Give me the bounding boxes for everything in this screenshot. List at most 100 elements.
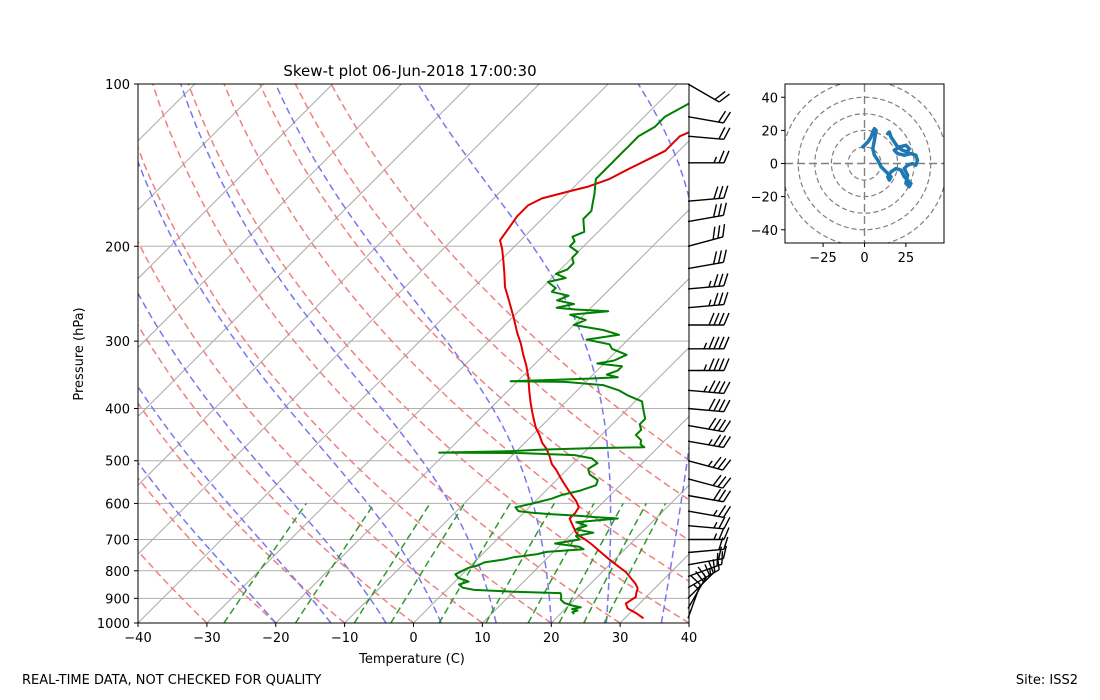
wind-barb-flag xyxy=(713,398,721,412)
wind-barb-half xyxy=(713,156,718,164)
mixing-ratio-line xyxy=(603,503,667,623)
isotherm-line xyxy=(0,84,57,623)
y-tick-label: 100 xyxy=(105,78,130,93)
wind-barb xyxy=(688,336,730,350)
wind-barb-flag xyxy=(712,456,722,468)
chart-title: Skew-t plot 06-Jun-2018 17:00:30 xyxy=(283,62,536,80)
wind-barb-flag xyxy=(708,417,717,430)
mixing-ratio-line xyxy=(485,503,555,623)
wind-barb xyxy=(687,398,731,413)
moist-adiabat xyxy=(274,84,553,623)
dry-adiabat xyxy=(138,549,208,623)
isotherm-line xyxy=(138,84,678,623)
wind-barb-flag xyxy=(713,358,720,371)
isotherm-line xyxy=(138,84,333,280)
site-label: Site: ISS2 xyxy=(1015,673,1078,688)
wind-barb-staff xyxy=(687,510,724,519)
moist-adiabat xyxy=(180,84,497,623)
wind-barb xyxy=(687,488,732,503)
wind-barb-staff xyxy=(687,460,723,471)
y-tick-label: 300 xyxy=(105,335,130,350)
wind-barb-half xyxy=(713,509,718,516)
wind-barb-flag xyxy=(713,336,720,350)
mixing-ratio-line xyxy=(527,503,595,623)
wind-barb-flag xyxy=(723,273,729,286)
y-tick-label: 700 xyxy=(105,534,130,549)
wind-barb xyxy=(687,127,731,141)
wind-barb-staff xyxy=(687,116,724,124)
wind-barb-flag xyxy=(690,575,701,585)
wind-barb xyxy=(687,380,731,395)
wind-barb-flag xyxy=(723,536,729,550)
wind-barb-staff xyxy=(687,214,724,223)
wind-barb-flag xyxy=(704,564,711,577)
isotherm-line xyxy=(619,553,689,623)
x-tick-label: −10 xyxy=(331,631,358,646)
wind-barb-flag xyxy=(713,418,722,431)
x-tick-label: 20 xyxy=(543,631,560,646)
wind-barb-flag xyxy=(717,546,723,560)
mixing-ratio-line xyxy=(558,503,624,623)
wind-barb-staff xyxy=(687,389,724,395)
wind-barb-flag xyxy=(718,381,726,394)
wind-barb-flag xyxy=(722,477,732,489)
isotherm-line xyxy=(550,484,689,623)
wind-barb-staff xyxy=(687,424,724,433)
x-tick-label: −30 xyxy=(193,631,220,646)
wind-barb-flag xyxy=(714,91,726,101)
wind-barb-flag xyxy=(723,336,730,350)
wind-barb-flag xyxy=(722,202,727,216)
wind-barb-staff xyxy=(687,261,724,270)
wind-barb xyxy=(687,291,729,309)
wind-barb-half xyxy=(708,280,712,288)
wind-barb-flag xyxy=(723,399,731,412)
wind-barb-flag xyxy=(721,551,724,565)
wind-barb xyxy=(687,202,727,223)
wind-barb-flag xyxy=(717,489,727,502)
wind-barb-staff xyxy=(687,197,724,202)
quality-disclaimer: REAL-TIME DATA, NOT CHECKED FOR QUALITY xyxy=(22,673,322,688)
skewt-background-lines xyxy=(0,84,689,623)
wind-barb xyxy=(688,312,730,326)
wind-barb xyxy=(687,110,732,124)
wind-barb xyxy=(687,273,729,290)
x-tick-label: −20 xyxy=(262,631,289,646)
wind-barb-flag xyxy=(722,459,732,471)
wind-barb-staff xyxy=(687,83,720,103)
wind-barb-flag xyxy=(717,435,727,447)
isotherm-line xyxy=(482,415,689,623)
wind-barb xyxy=(688,358,730,372)
isotherm-line xyxy=(138,84,265,211)
dry-adiabat xyxy=(223,84,689,583)
x-tick-label: 40 xyxy=(681,631,698,646)
wind-barb-flag xyxy=(717,476,727,488)
wind-barb-flag xyxy=(718,336,725,350)
isotherm-line xyxy=(138,84,540,486)
wind-barb-flag xyxy=(717,505,727,517)
x-tick-label: 10 xyxy=(474,631,491,646)
y-tick-label: 600 xyxy=(105,497,130,512)
wind-barb-staff xyxy=(687,557,724,566)
wind-barb-half xyxy=(713,521,718,529)
temperature-trace xyxy=(499,131,689,620)
isotherm-line xyxy=(138,84,471,418)
wind-barb xyxy=(688,527,730,541)
mixing-ratio-line xyxy=(438,503,511,623)
skewt-frame xyxy=(137,83,690,624)
wind-barb-staff xyxy=(687,569,720,589)
wind-barb-half xyxy=(703,342,708,350)
wind-barb-flag xyxy=(718,93,730,103)
wind-barb-flag xyxy=(723,185,729,199)
isotherm-line xyxy=(688,622,689,623)
x-tick-label: 0 xyxy=(409,631,417,646)
wind-barb-flag xyxy=(717,225,721,239)
dry-adiabat xyxy=(138,476,277,623)
mixing-ratio-line xyxy=(583,503,647,623)
wind-barb-staff xyxy=(687,494,724,503)
wind-barb-flag xyxy=(708,358,715,371)
wind-barb-flag xyxy=(713,488,722,501)
wind-barb xyxy=(687,456,732,471)
wind-barb-flag xyxy=(718,150,725,164)
wind-barb-flag xyxy=(722,224,726,238)
